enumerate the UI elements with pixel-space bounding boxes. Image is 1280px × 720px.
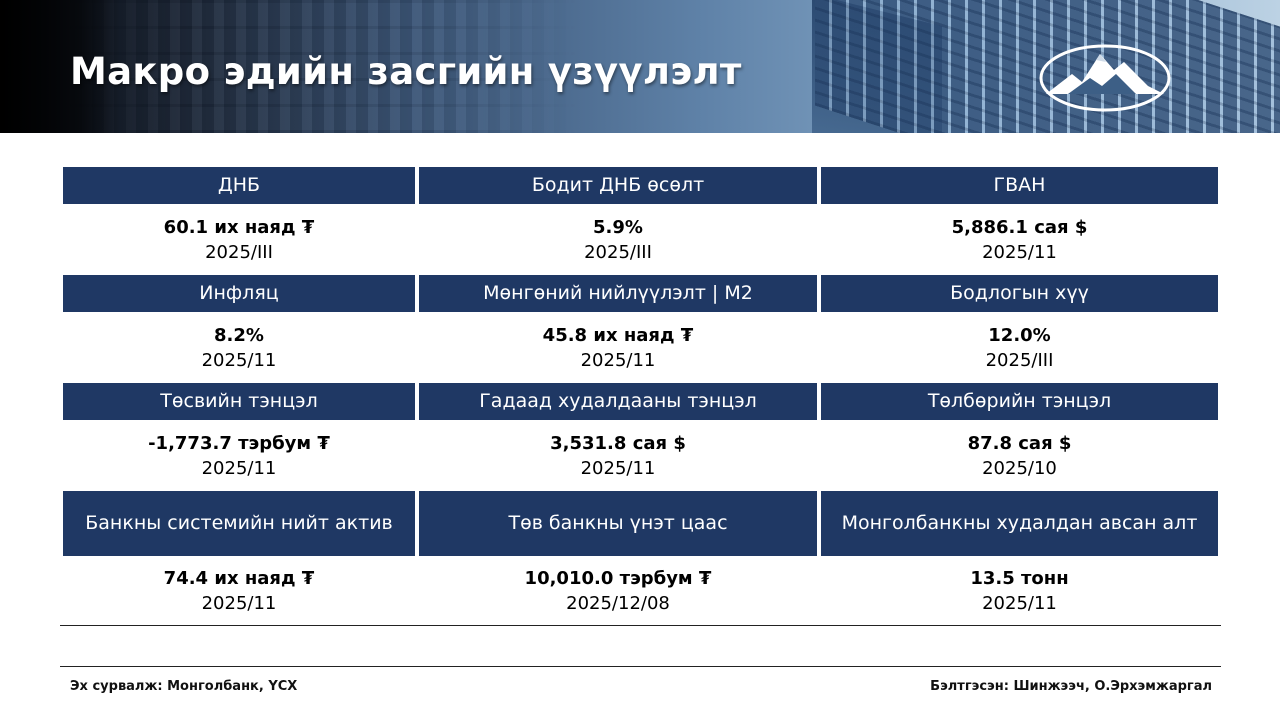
indicator-value-balance-of-payments: 87.8 сая $ <box>967 432 1072 454</box>
indicator-label-trade-balance: Гадаад худалдааны тэнцэл <box>419 383 817 420</box>
indicator-label-gdp: ДНБ <box>63 167 415 204</box>
header-banner: Макро эдийн засгийн үзүүлэлт <box>0 0 1280 133</box>
indicator-value-cell: 13.5 тонн 2025/11 <box>821 556 1218 626</box>
indicator-period-inflation: 2025/11 <box>201 349 277 371</box>
indicator-value-cell: 87.8 сая $ 2025/10 <box>821 420 1218 491</box>
indicator-period-trade-balance: 2025/11 <box>580 457 656 479</box>
mountain-logo-icon <box>1039 44 1171 112</box>
indicator-label-money-supply: Мөнгөний нийлүүлэлт | М2 <box>419 275 817 312</box>
indicator-value-cell: 8.2% 2025/11 <box>63 312 415 383</box>
indicator-label-gold-purchase: Монголбанкны худалдан авсан алт <box>821 491 1218 556</box>
indicator-value-policy-rate: 12.0% <box>988 324 1051 346</box>
indicator-value-cell: 74.4 их наяд ₮ 2025/11 <box>63 556 415 626</box>
indicator-value-gold-purchase: 13.5 тонн <box>970 568 1069 589</box>
indicator-value-budget-balance: -1,773.7 тэрбум ₮ <box>148 432 330 454</box>
indicator-value-cell: 60.1 их наяд ₮ 2025/III <box>63 204 415 275</box>
indicator-value-cell: 5,886.1 сая $ 2025/11 <box>821 204 1218 275</box>
indicator-period-reserves: 2025/11 <box>982 241 1057 263</box>
indicator-value-gdp: 60.1 их наяд ₮ <box>163 216 315 238</box>
indicator-period-gdp: 2025/III <box>205 241 273 263</box>
indicator-value-money-supply: 45.8 их наяд ₮ <box>542 324 694 346</box>
prepared-by-note: Бэлтгэсэн: Шинжээч, О.Эрхэмжаргал <box>930 679 1212 694</box>
indicator-value-bank-assets: 74.4 их наяд ₮ <box>163 568 315 589</box>
indicator-value-inflation: 8.2% <box>214 324 264 346</box>
table-bottom-rule <box>60 625 1221 626</box>
indicator-label-budget-balance: Төсвийн тэнцэл <box>63 383 415 420</box>
indicator-label-balance-of-payments: Төлбөрийн тэнцэл <box>821 383 1218 420</box>
banner-shadow <box>0 0 120 133</box>
indicator-value-cell: 3,531.8 сая $ 2025/11 <box>419 420 817 491</box>
indicator-label-central-bank-bills: Төв банкны үнэт цаас <box>419 491 817 556</box>
indicator-value-real-gdp-growth: 5.9% <box>593 216 643 238</box>
indicator-value-cell: 10,010.0 тэрбум ₮ 2025/12/08 <box>419 556 817 626</box>
indicator-period-budget-balance: 2025/11 <box>201 457 277 479</box>
indicator-label-policy-rate: Бодлогын хүү <box>821 275 1218 312</box>
indicator-period-bank-assets: 2025/11 <box>201 593 277 614</box>
indicator-value-central-bank-bills: 10,010.0 тэрбум ₮ <box>524 568 712 589</box>
indicator-period-gold-purchase: 2025/11 <box>982 593 1057 614</box>
indicator-value-cell: -1,773.7 тэрбум ₮ 2025/11 <box>63 420 415 491</box>
indicator-label-real-gdp-growth: Бодит ДНБ өсөлт <box>419 167 817 204</box>
indicator-value-cell: 45.8 их наяд ₮ 2025/11 <box>419 312 817 383</box>
indicator-period-balance-of-payments: 2025/10 <box>982 457 1057 479</box>
indicator-value-cell: 5.9% 2025/III <box>419 204 817 275</box>
indicator-value-trade-balance: 3,531.8 сая $ <box>550 432 686 454</box>
indicator-label-bank-assets: Банкны системийн нийт актив <box>63 491 415 556</box>
indicator-period-real-gdp-growth: 2025/III <box>584 241 652 263</box>
banner-building-left <box>60 0 580 133</box>
indicator-period-central-bank-bills: 2025/12/08 <box>566 593 670 614</box>
indicator-value-reserves: 5,886.1 сая $ <box>951 216 1088 238</box>
indicator-label-reserves: ГВАН <box>821 167 1218 204</box>
footer-rule <box>60 666 1221 667</box>
indicator-period-money-supply: 2025/11 <box>580 349 656 371</box>
indicator-period-policy-rate: 2025/III <box>985 349 1054 371</box>
indicator-label-inflation: Инфляц <box>63 275 415 312</box>
source-note: Эх сурвалж: Монголбанк, ҮСХ <box>70 679 298 694</box>
page-title: Макро эдийн засгийн үзүүлэлт <box>70 50 742 93</box>
indicator-value-cell: 12.0% 2025/III <box>821 312 1218 383</box>
indicator-grid: ДНБ Бодит ДНБ өсөлт ГВАН 60.1 их наяд ₮ … <box>63 167 1218 626</box>
